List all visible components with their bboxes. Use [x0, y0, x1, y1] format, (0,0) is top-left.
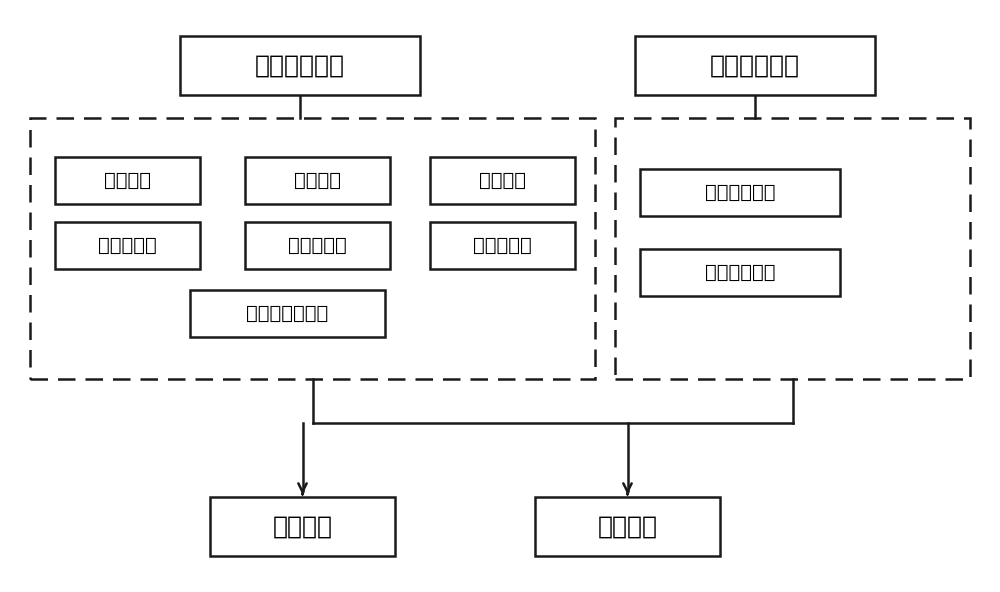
Text: 地表温度: 地表温度	[104, 171, 151, 190]
Text: 卫星遥感数据: 卫星遥感数据	[255, 53, 345, 77]
FancyBboxPatch shape	[640, 249, 840, 296]
FancyBboxPatch shape	[55, 222, 200, 269]
FancyBboxPatch shape	[245, 157, 390, 204]
FancyBboxPatch shape	[55, 157, 200, 204]
Text: 归一化植被指数: 归一化植被指数	[246, 304, 329, 323]
FancyBboxPatch shape	[180, 36, 420, 95]
FancyBboxPatch shape	[30, 118, 595, 379]
FancyBboxPatch shape	[430, 222, 575, 269]
Text: 地表发射率: 地表发射率	[288, 236, 347, 255]
FancyBboxPatch shape	[245, 222, 390, 269]
Text: 叶面积指数: 叶面积指数	[98, 236, 157, 255]
Text: 土地利用: 土地利用	[479, 171, 526, 190]
Text: 植被温度: 植被温度	[272, 515, 332, 539]
FancyBboxPatch shape	[430, 157, 575, 204]
FancyBboxPatch shape	[535, 497, 720, 556]
FancyBboxPatch shape	[210, 497, 395, 556]
Text: 植被类型: 植被类型	[294, 171, 341, 190]
Text: 地表反照率: 地表反照率	[473, 236, 532, 255]
Text: 地面气象观测: 地面气象观测	[710, 53, 800, 77]
FancyBboxPatch shape	[615, 118, 970, 379]
Text: 下行长波辐射: 下行长波辐射	[705, 263, 775, 282]
FancyBboxPatch shape	[190, 290, 385, 337]
FancyBboxPatch shape	[640, 169, 840, 216]
Text: 裸地温度: 裸地温度	[598, 515, 658, 539]
FancyBboxPatch shape	[635, 36, 875, 95]
Text: 下行短波辐射: 下行短波辐射	[705, 183, 775, 202]
